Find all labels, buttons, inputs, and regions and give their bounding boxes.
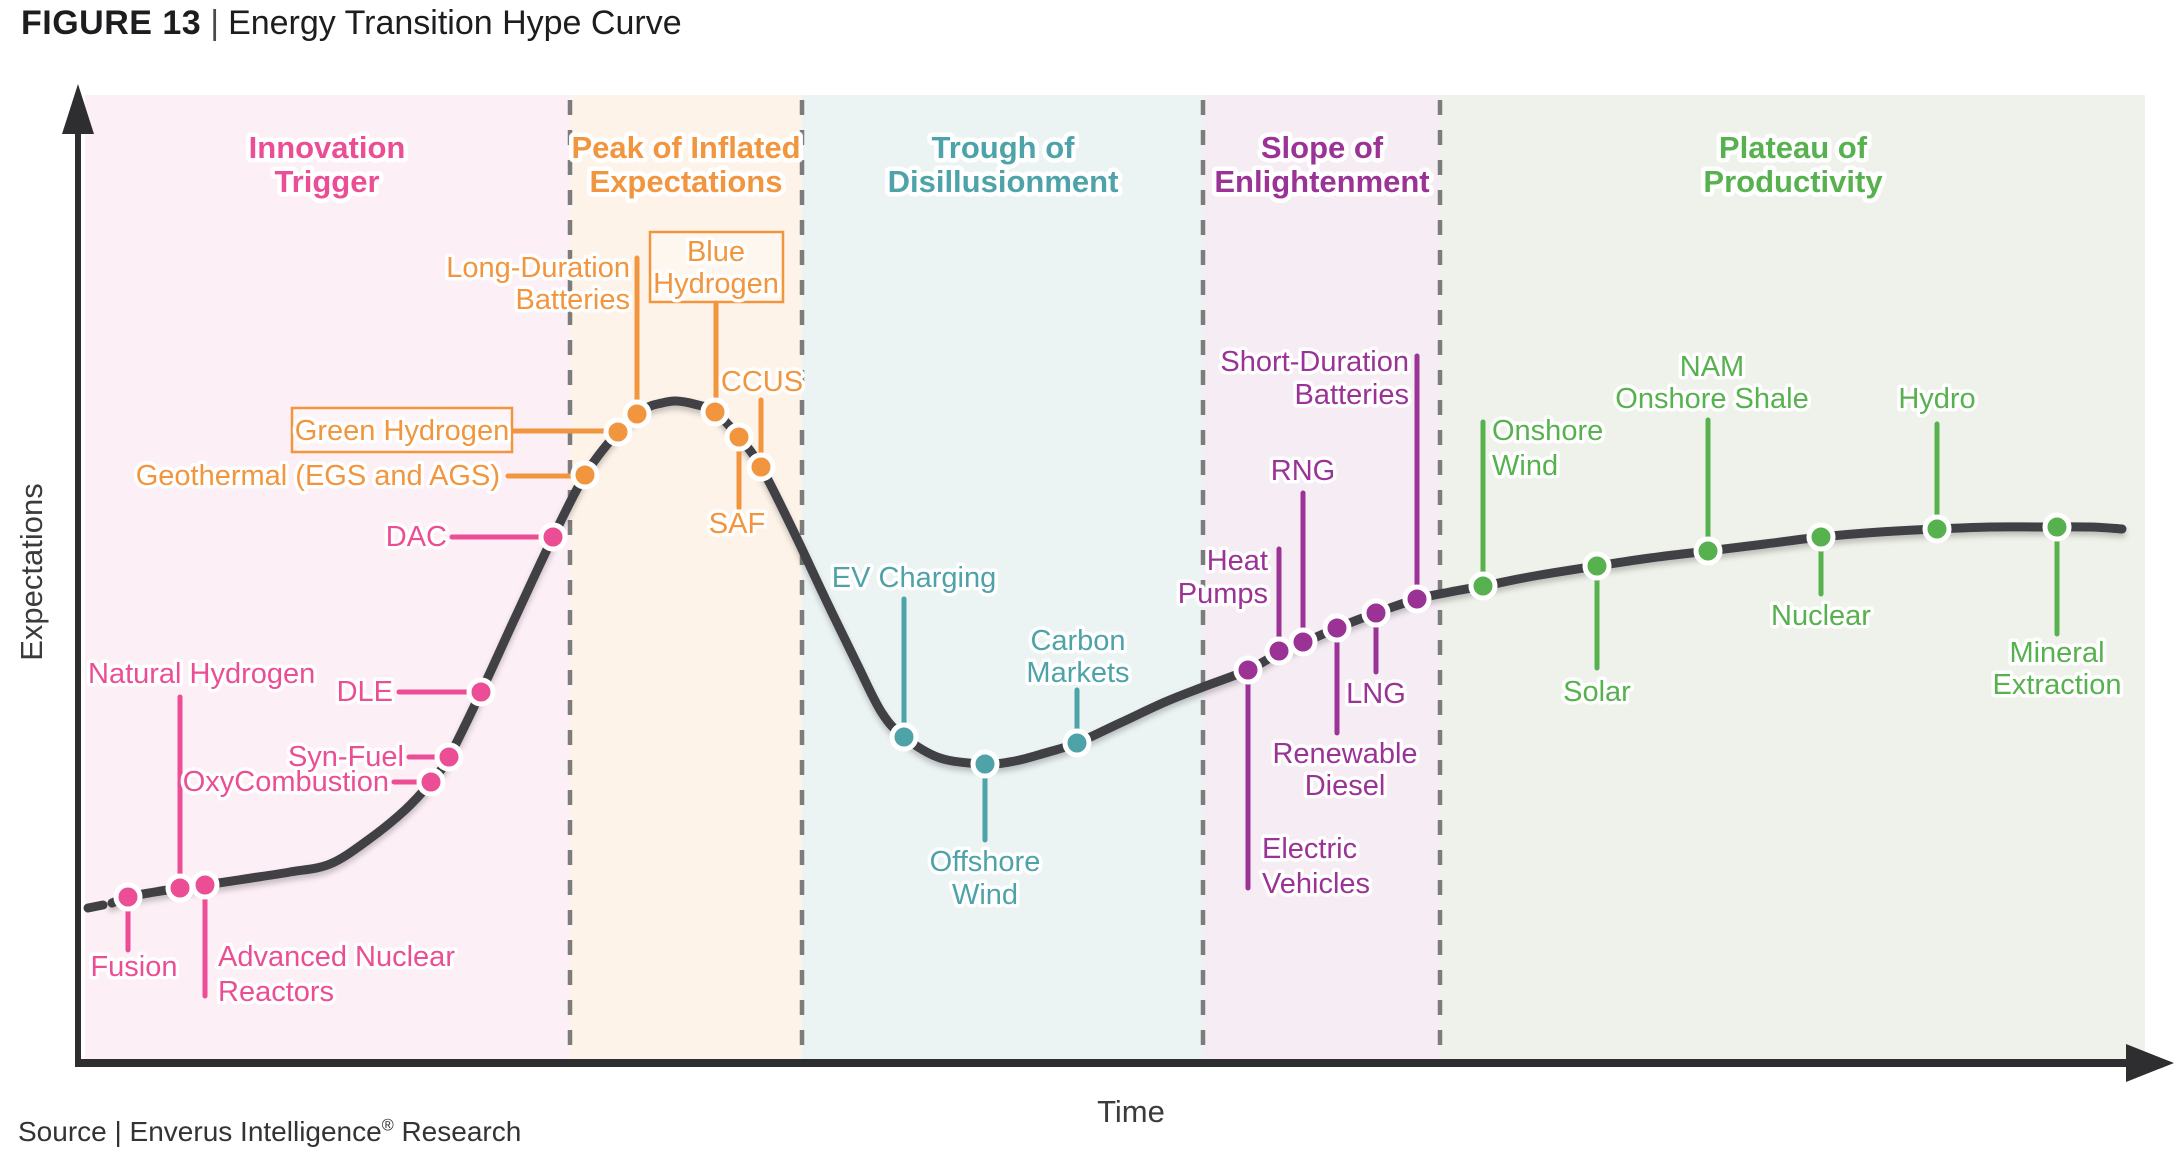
data-point-saf [724,422,754,452]
phase-label-innovation-trigger: Innovation Trigger [249,130,406,199]
item-label-nam-onshore-shale: NAM Onshore Shale [1615,351,1808,415]
item-label-ccus: CCUS [721,366,803,398]
item-label-lng: LNG [1346,678,1406,710]
figure-title-text: Energy Transition Hype Curve [228,4,682,42]
data-point-ev-charging [889,722,919,752]
data-point-ccus [746,452,776,482]
item-label-mineral-extraction: Mineral Extraction [1993,637,2122,701]
source-attribution: Source | Enverus Intelligence® Research [18,1116,521,1148]
source-text: Source | Enverus Intelligence [18,1116,382,1147]
data-point-advanced-nuclear-reactors [190,870,220,900]
item-label-solar: Solar [1563,676,1631,708]
data-point-onshore-wind [1468,571,1498,601]
item-label-rng: RNG [1271,455,1335,487]
item-label-heat-pumps: Heat Pumps [1178,545,1268,610]
data-point-natural-hydrogen [165,873,195,903]
item-label-saf: SAF [709,508,765,540]
data-point-electric-vehicles [1233,655,1263,685]
item-label-geothermal-egs-and-ags: Geothermal (EGS and AGS) [136,460,500,492]
item-label-box-blue-hydrogen [648,230,785,304]
item-label-short-duration-batteries: Short-Duration Batteries [1220,346,1409,411]
item-label-blue-hydrogen: Blue Hydrogen [653,236,779,300]
data-point-long-duration-batteries [622,399,652,429]
item-label-advanced-nuclear-reactors: Advanced Nuclear Reactors [218,941,455,1008]
phase-band-trough-of-disillusionment [802,95,1203,1060]
item-label-renewable-diesel: Renewable Diesel [1272,738,1417,802]
phase-band-peak-of-inflated-expectations [570,95,802,1060]
item-label-ev-charging: EV Charging [832,562,996,594]
item-label-oxycombustion: OxyCombustion [183,766,389,798]
data-point-short-duration-batteries [1402,584,1432,614]
data-point-syn-fuel [434,742,464,772]
data-point-heat-pumps [1264,636,1294,666]
item-label-natural-hydrogen: Natural Hydrogen [88,658,315,690]
data-point-offshore-wind [970,749,1000,779]
item-label-box-green-hydrogen [290,406,514,454]
item-label-electric-vehicles: Electric Vehicles [1262,833,1370,900]
data-point-dac [538,522,568,552]
item-label-offshore-wind: Offshore Wind [930,846,1041,911]
phase-band-slope-of-enlightenment [1203,95,1440,1060]
item-label-hydro: Hydro [1898,383,1975,415]
data-point-green-hydrogen [603,417,633,447]
item-label-dac: DAC [386,521,447,553]
item-label-syn-fuel: Syn-Fuel [288,741,404,773]
item-label-carbon-markets: Carbon Markets [1026,625,1129,689]
item-label-nuclear: Nuclear [1771,600,1871,632]
data-point-nuclear [1806,522,1836,552]
data-point-nam-onshore-shale [1693,536,1723,566]
item-label-dle: DLE [337,676,393,708]
data-point-geothermal-egs-and-ags [570,460,600,490]
phase-label-slope-of-enlightenment: Slope of Enlightenment [1214,130,1429,199]
phase-label-trough-of-disillusionment: Trough of Disillusionment [888,130,1119,199]
figure-title: FIGURE 13 | Energy Transition Hype Curve [21,4,682,43]
data-point-oxycombustion [416,767,446,797]
figure-number: FIGURE 13 [21,4,202,42]
data-point-carbon-markets [1062,728,1092,758]
data-point-hydro [1922,514,1952,544]
phase-label-peak-of-inflated-expectations: Peak of Inflated Expectations [571,130,800,199]
registered-mark: ® [381,1116,394,1135]
data-point-mineral-extraction [2042,512,2072,542]
title-separator: | [210,4,220,42]
source-text-suffix: Research [393,1116,522,1147]
data-point-rng [1288,627,1318,657]
x-axis-arrow-icon [2126,1044,2174,1082]
item-label-long-duration-batteries: Long-Duration Batteries [446,252,630,316]
item-label-fusion: Fusion [90,951,177,983]
data-point-solar [1582,551,1612,581]
data-point-renewable-diesel [1322,613,1352,643]
phase-band-plateau-of-productivity [1440,95,2145,1060]
y-axis-arrow-icon [62,84,94,134]
x-axis-label: Time [1097,1094,1165,1129]
phase-band-innovation-trigger [85,95,570,1060]
phase-label-plateau-of-productivity: Plateau of Productivity [1703,130,1883,199]
hype-curve-stub [83,900,108,913]
y-axis-label: Expectations [14,483,49,661]
data-point-dle [466,677,496,707]
item-label-green-hydrogen: Green Hydrogen [295,415,509,447]
item-label-onshore-wind: Onshore Wind [1492,415,1603,482]
data-point-lng [1361,598,1391,628]
data-point-blue-hydrogen [700,397,730,427]
data-point-fusion [113,882,143,912]
